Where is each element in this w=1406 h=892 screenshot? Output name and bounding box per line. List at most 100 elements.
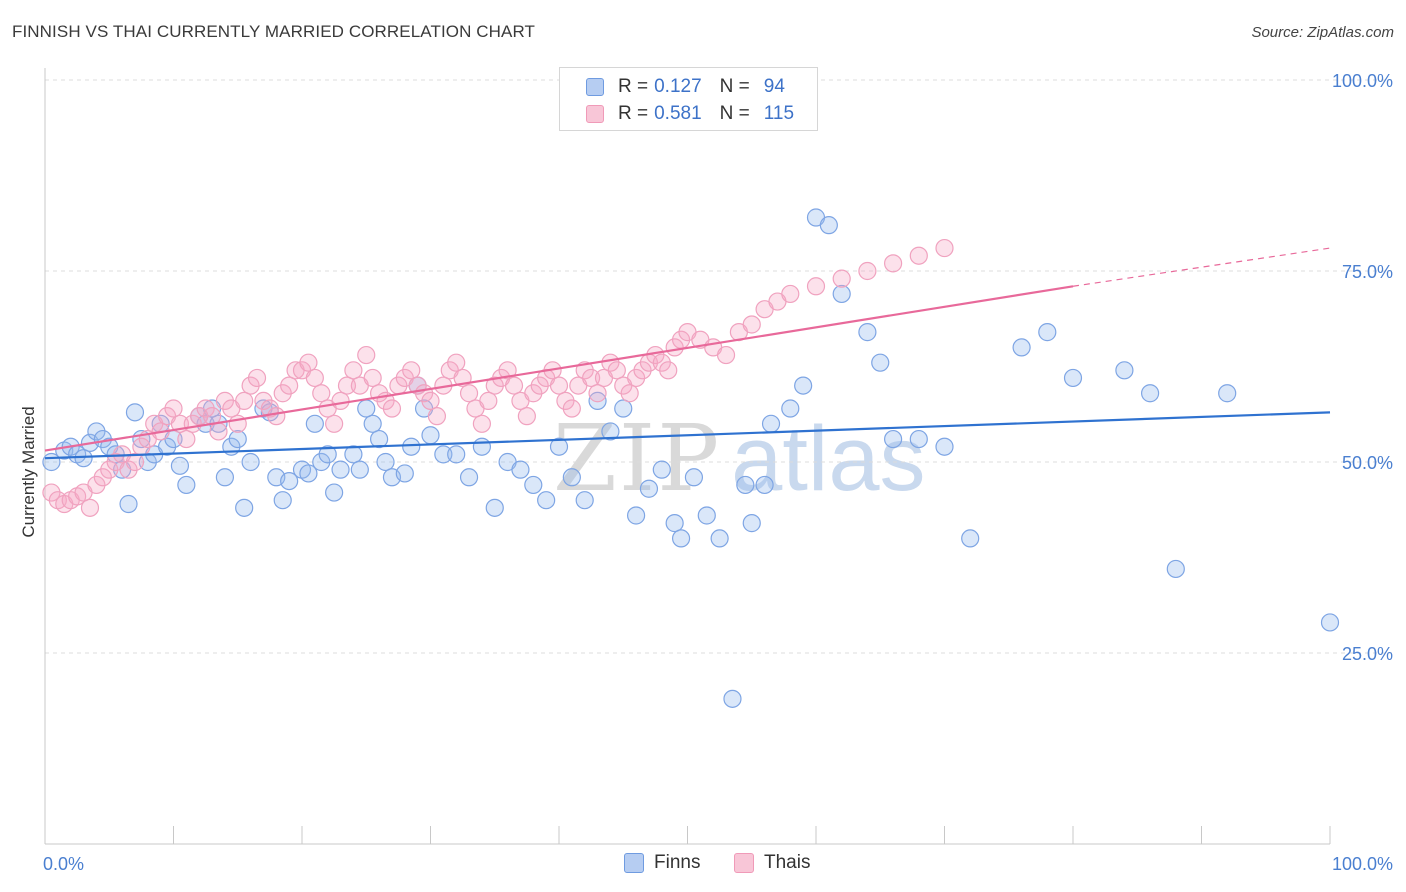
thais-point xyxy=(935,238,954,258)
finns-legend-label: Finns xyxy=(654,852,701,873)
thais-n-label: N = xyxy=(719,103,750,124)
finns-point xyxy=(235,498,254,517)
finns-point xyxy=(794,376,813,395)
finns-point xyxy=(395,464,414,483)
thais-point xyxy=(620,384,639,403)
y-tick-label: 50.0% xyxy=(1342,453,1393,473)
finns-point xyxy=(684,468,704,487)
thais-legend-label: Thais xyxy=(764,852,811,873)
finns-point xyxy=(376,452,395,472)
thais-point xyxy=(254,391,273,410)
thais-point xyxy=(588,384,607,403)
finns-point xyxy=(170,456,190,475)
finns-point xyxy=(1218,384,1237,403)
finns-point xyxy=(1166,559,1185,579)
thais-point xyxy=(325,414,344,433)
watermark-zip: ZIP xyxy=(553,405,722,512)
legend-box: R = 0.127 N = 94 R = 0.581 N = 115 xyxy=(559,67,818,131)
finns-r-label: R = xyxy=(618,76,649,97)
thais-point xyxy=(607,361,626,380)
finns-point xyxy=(331,460,350,479)
thais-point xyxy=(909,246,928,265)
bottom-legend-finns: Finns xyxy=(624,852,700,874)
thais-r-value: 0.581 xyxy=(654,103,702,124)
thais-point xyxy=(247,368,267,388)
thais-point xyxy=(196,399,215,418)
finns-point xyxy=(588,391,607,410)
thais-point xyxy=(524,384,543,403)
thais-point xyxy=(485,376,504,395)
thais-point xyxy=(832,269,851,288)
thais-point xyxy=(517,407,536,426)
thais-trend-extension xyxy=(1072,247,1331,287)
finns-legend-swatch xyxy=(624,853,644,873)
finns-point xyxy=(459,468,479,487)
finns-point xyxy=(370,429,389,449)
thais-point xyxy=(498,361,517,380)
y-tick-label: 75.0% xyxy=(1342,262,1393,282)
thais-point xyxy=(312,384,331,403)
chart-title: FINNISH VS THAI CURRENTLY MARRIED CORREL… xyxy=(12,22,536,41)
thais-point xyxy=(363,368,382,388)
y-tick-label: 25.0% xyxy=(1342,644,1393,664)
thais-point xyxy=(626,368,646,388)
finns-point xyxy=(357,399,376,418)
thais-point xyxy=(659,361,678,380)
thais-point xyxy=(806,277,826,296)
thais-point xyxy=(305,368,324,388)
thais-point xyxy=(42,483,61,502)
thais-point xyxy=(447,353,466,372)
x-tick-label: 0.0% xyxy=(43,854,84,874)
thais-point xyxy=(504,376,524,395)
finns-point xyxy=(228,429,247,449)
thais-point xyxy=(530,376,549,395)
finns-n-value: 94 xyxy=(763,76,785,97)
finns-point xyxy=(215,468,234,487)
thais-trend-line xyxy=(44,285,1074,452)
thais-point xyxy=(235,391,254,410)
finns-point xyxy=(312,452,331,472)
thais-point xyxy=(267,407,286,426)
thais-point xyxy=(100,460,119,479)
finns-point xyxy=(434,445,453,464)
thais-point xyxy=(331,391,350,410)
finns-point xyxy=(697,506,716,525)
thais-swatch xyxy=(586,105,604,123)
legend-row-finns: R = 0.127 N = 94 xyxy=(586,76,785,98)
thais-point xyxy=(273,384,292,403)
thais-point xyxy=(164,399,183,418)
thais-point xyxy=(382,399,402,418)
thais-point xyxy=(241,376,260,395)
finns-n-label: N = xyxy=(719,76,750,97)
thais-point xyxy=(883,254,903,273)
finns-point xyxy=(961,529,980,548)
thais-point xyxy=(562,399,581,418)
thais-point xyxy=(479,391,498,410)
finns-point xyxy=(1320,613,1340,632)
thais-point xyxy=(125,452,145,472)
finns-point xyxy=(318,445,337,464)
thais-point xyxy=(215,391,234,410)
thais-point xyxy=(472,414,491,433)
finns-point xyxy=(87,422,106,441)
legend-row-thais: R = 0.581 N = 115 xyxy=(586,103,794,125)
thais-point xyxy=(119,460,138,479)
thais-point xyxy=(260,399,279,418)
finns-point xyxy=(549,437,569,456)
finns-point xyxy=(575,491,594,510)
finns-point xyxy=(1140,384,1160,403)
finns-point xyxy=(601,422,620,441)
thais-legend-swatch xyxy=(734,853,754,873)
thais-point xyxy=(357,345,376,365)
finns-point xyxy=(909,429,928,449)
finns-point xyxy=(1012,338,1031,357)
finns-point xyxy=(421,426,440,445)
finns-point xyxy=(273,491,292,510)
thais-point xyxy=(742,315,761,334)
finns-point xyxy=(562,468,581,487)
y-axis-title: Currently Married xyxy=(19,406,38,537)
thais-point xyxy=(209,422,228,441)
finns-point xyxy=(177,475,196,495)
finns-point xyxy=(363,414,382,433)
